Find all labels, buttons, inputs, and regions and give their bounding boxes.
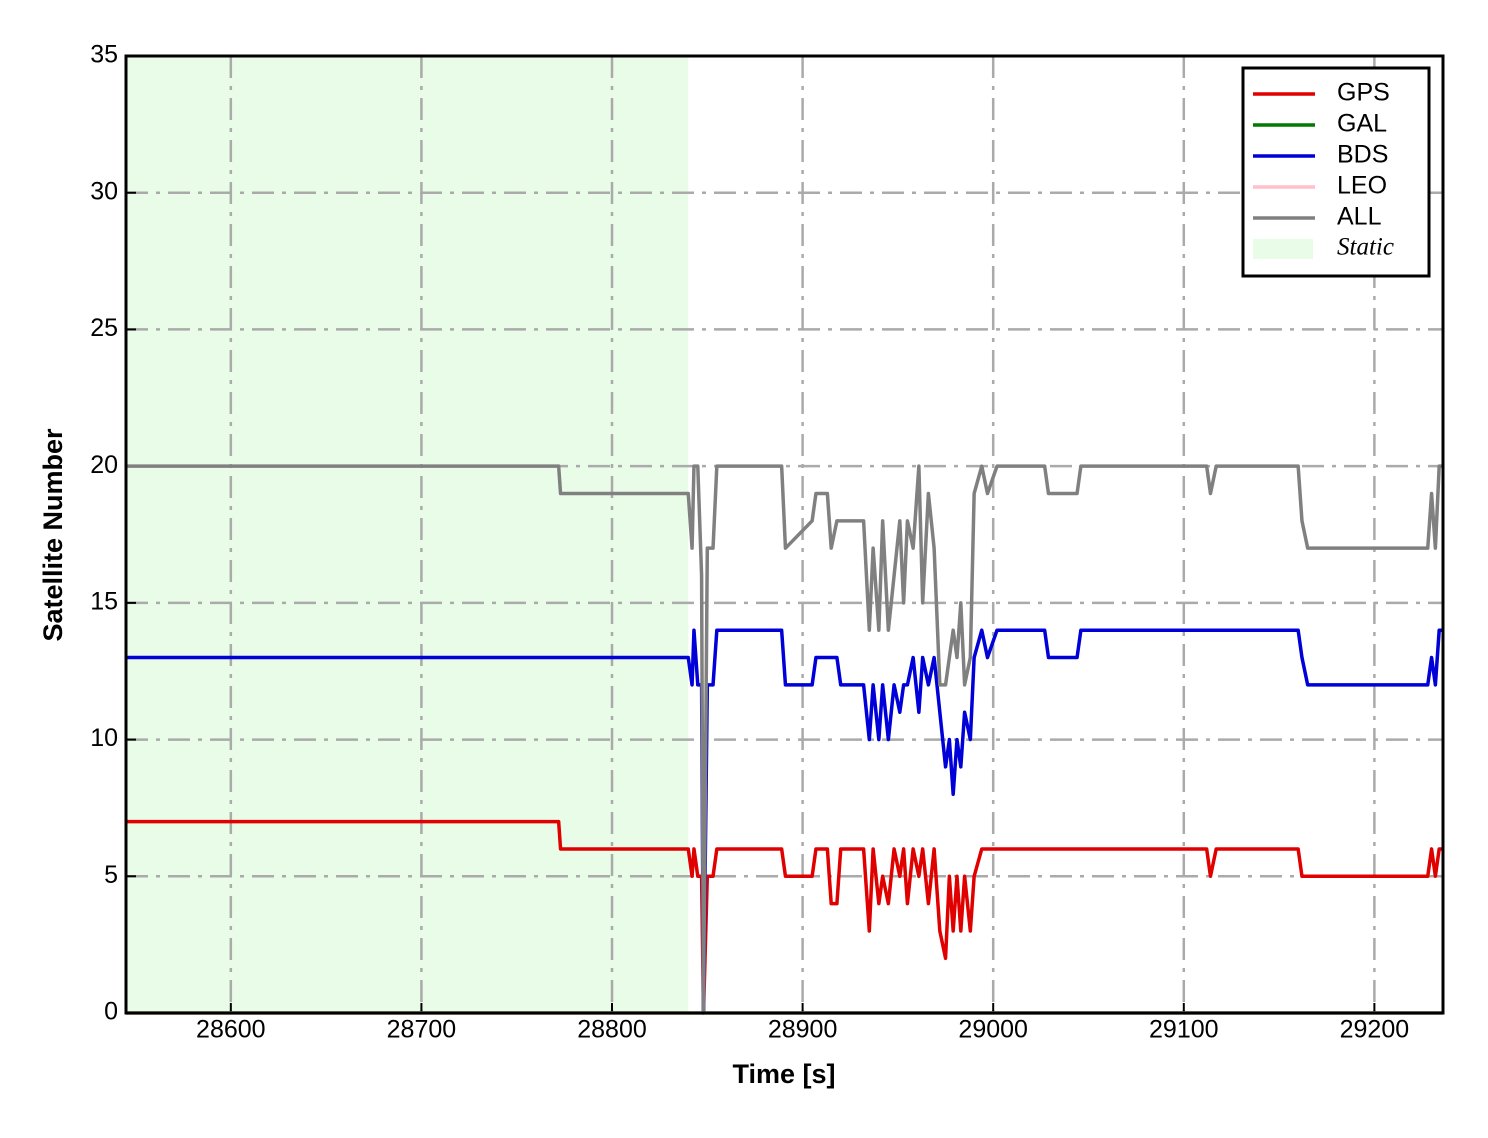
y-axis-label: Satellite Number [38,428,68,642]
x-tick-label: 28800 [577,1016,647,1044]
x-tick-label: 29000 [958,1016,1028,1044]
legend-label: BDS [1337,141,1388,169]
x-tick-label: 28600 [196,1016,266,1044]
y-tick-label: 15 [90,587,118,615]
x-tick-label: 28700 [387,1016,457,1044]
y-tick-label: 25 [90,314,118,342]
legend-label: GPS [1337,79,1390,107]
series-line [126,464,1443,1015]
y-tick-label: 10 [90,724,118,752]
x-tick-label: 28900 [768,1016,838,1044]
series-line [126,819,1443,1015]
legend-label: Static [1337,234,1394,261]
static-span [126,56,689,1013]
y-tick-label: 30 [90,177,118,205]
y-tick-label: 20 [90,451,118,479]
y-tick-label: 5 [104,861,118,889]
y-tick-label: 0 [104,998,118,1026]
legend-label: GAL [1337,110,1387,138]
legend-swatch [1253,239,1313,259]
series-line [126,628,1443,1015]
x-tick-label: 29200 [1340,1016,1410,1044]
x-tick-label: 29100 [1149,1016,1219,1044]
legend-label: ALL [1337,203,1382,231]
legend-label: LEO [1337,172,1387,200]
x-axis-label: Time [s] [732,1059,835,1089]
y-tick-label: 35 [90,41,118,69]
plot-frame [124,54,1445,1015]
